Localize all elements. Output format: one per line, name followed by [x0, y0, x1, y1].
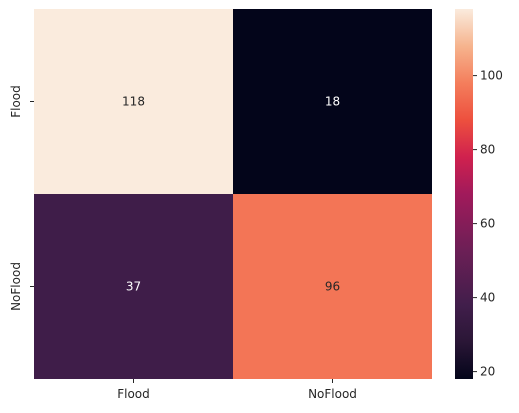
heatmap-cells: [34, 9, 432, 379]
cell-value-1-1: 96: [325, 280, 340, 294]
cell-annotations: 118 18 37 96: [122, 95, 340, 294]
y-tick-label-0: Flood: [9, 85, 23, 118]
heatmap-cell-1-1: [233, 194, 432, 379]
colorbar-gradient: [455, 9, 473, 379]
x-tick-label-1: NoFlood: [308, 387, 357, 401]
colorbar-tick-label-1: 40: [480, 291, 495, 305]
cell-value-0-0: 118: [122, 95, 145, 109]
colorbar: 20 40 60 80 100: [455, 9, 503, 379]
y-tick-label-1: NoFlood: [9, 262, 23, 311]
cell-value-1-0: 37: [126, 280, 141, 294]
x-axis: Flood NoFlood: [117, 379, 357, 401]
colorbar-tick-label-2: 60: [480, 217, 495, 231]
x-tick-label-0: Flood: [117, 387, 150, 401]
colorbar-tick-label-3: 80: [480, 143, 495, 157]
colorbar-tick-label-4: 100: [480, 69, 503, 83]
cell-value-0-1: 18: [325, 95, 340, 109]
colorbar-tick-label-0: 20: [480, 365, 495, 379]
heatmap-cell-0-1: [233, 9, 432, 194]
y-axis: Flood NoFlood: [9, 85, 34, 311]
heatmap-cell-1-0: [34, 194, 233, 379]
heatmap-cell-0-0: [34, 9, 233, 194]
